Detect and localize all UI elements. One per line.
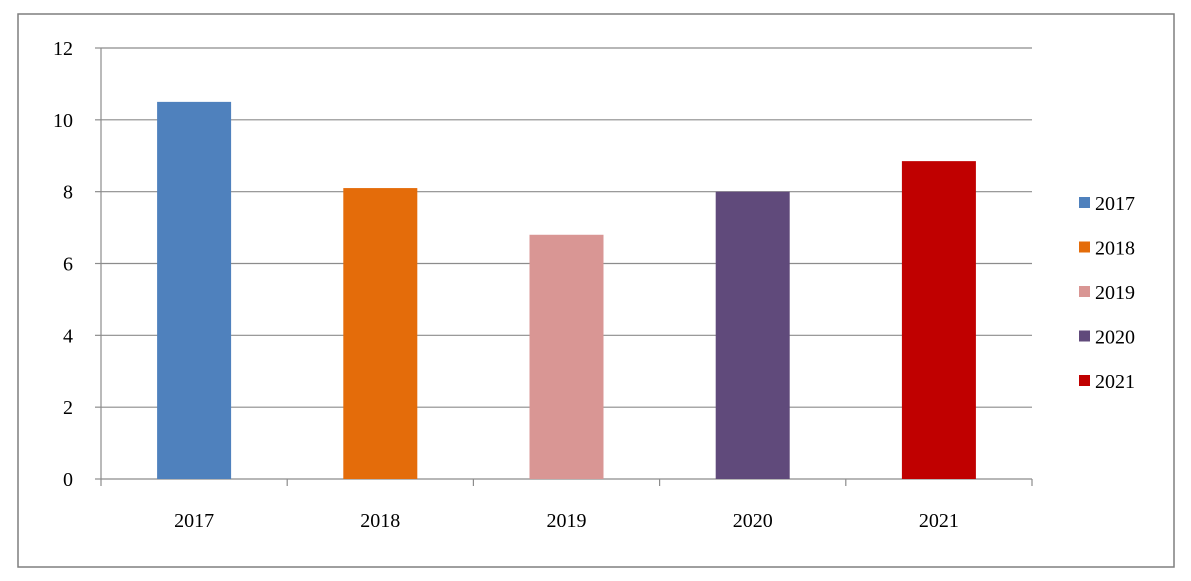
y-tick-label: 4 <box>63 325 73 347</box>
gridlines <box>101 47 1032 408</box>
bars <box>157 101 976 479</box>
legend-label: 2020 <box>1095 327 1135 349</box>
legend-swatch <box>1079 197 1090 208</box>
y-tick-label: 0 <box>63 469 73 491</box>
legend-label: 2021 <box>1095 371 1135 393</box>
legend-label: 2019 <box>1095 282 1135 304</box>
x-tick-label: 2021 <box>919 510 959 532</box>
bar-2017 <box>157 101 232 479</box>
y-axis: 0 2 4 6 8 10 12 <box>53 38 102 491</box>
bar-2020 <box>715 191 790 479</box>
legend-label: 2018 <box>1095 238 1135 260</box>
legend-swatch <box>1079 375 1090 386</box>
bar-2018 <box>343 188 418 479</box>
bar-2021 <box>901 161 976 479</box>
bar-2019 <box>529 234 604 479</box>
y-tick-label: 2 <box>63 397 73 419</box>
y-tick-label: 8 <box>63 182 73 204</box>
legend-label: 2017 <box>1095 193 1135 215</box>
legend-swatch <box>1079 286 1090 297</box>
legend: 2017 2018 2019 2020 2021 <box>1079 193 1135 393</box>
y-tick-label: 10 <box>53 110 73 132</box>
y-tick-label: 6 <box>63 254 73 276</box>
x-axis: 2017 2018 2019 2020 2021 <box>100 478 1033 532</box>
x-tick-label: 2017 <box>174 510 214 532</box>
legend-swatch <box>1079 330 1090 342</box>
y-tick-label: 12 <box>53 38 73 60</box>
x-tick-label: 2018 <box>360 510 400 532</box>
x-tick-label: 2020 <box>733 510 773 532</box>
x-tick-label: 2019 <box>547 510 587 532</box>
legend-swatch <box>1079 241 1090 253</box>
